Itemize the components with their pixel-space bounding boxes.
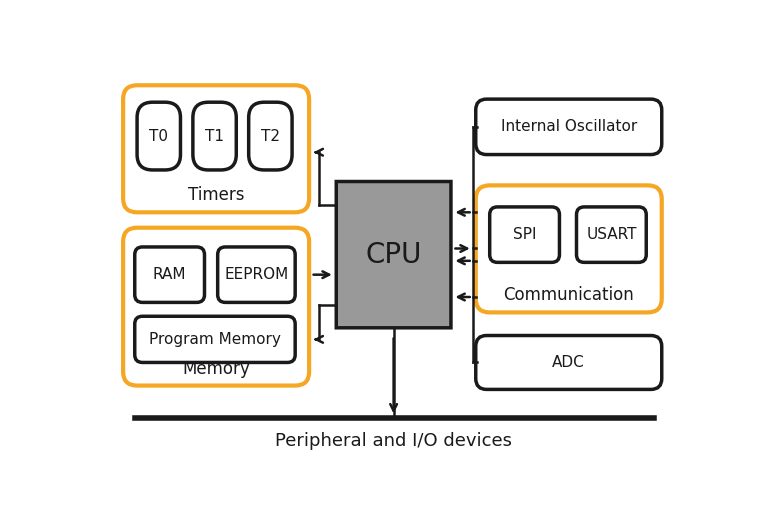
Text: Memory: Memory: [182, 359, 250, 378]
Text: CPU: CPU: [366, 241, 422, 269]
FancyBboxPatch shape: [249, 102, 292, 170]
FancyBboxPatch shape: [475, 336, 662, 390]
Text: SPI: SPI: [513, 227, 536, 242]
Text: EEPROM: EEPROM: [224, 267, 289, 282]
FancyBboxPatch shape: [123, 228, 310, 385]
Text: T0: T0: [149, 128, 168, 143]
Text: RAM: RAM: [153, 267, 187, 282]
FancyBboxPatch shape: [134, 247, 204, 303]
Text: Peripheral and I/O devices: Peripheral and I/O devices: [275, 432, 512, 450]
FancyBboxPatch shape: [217, 247, 295, 303]
FancyBboxPatch shape: [336, 181, 451, 328]
Text: Internal Oscillator: Internal Oscillator: [501, 119, 637, 134]
Text: Timers: Timers: [188, 186, 244, 205]
Text: USART: USART: [586, 227, 637, 242]
FancyBboxPatch shape: [475, 99, 662, 154]
FancyBboxPatch shape: [577, 207, 646, 262]
FancyBboxPatch shape: [193, 102, 237, 170]
FancyBboxPatch shape: [134, 316, 295, 363]
FancyBboxPatch shape: [475, 185, 662, 312]
Text: T2: T2: [261, 128, 280, 143]
FancyBboxPatch shape: [123, 85, 310, 212]
Text: Communication: Communication: [503, 286, 634, 305]
Text: ADC: ADC: [552, 355, 585, 370]
Text: T1: T1: [205, 128, 224, 143]
FancyBboxPatch shape: [490, 207, 559, 262]
FancyBboxPatch shape: [137, 102, 180, 170]
Text: Program Memory: Program Memory: [149, 332, 280, 347]
